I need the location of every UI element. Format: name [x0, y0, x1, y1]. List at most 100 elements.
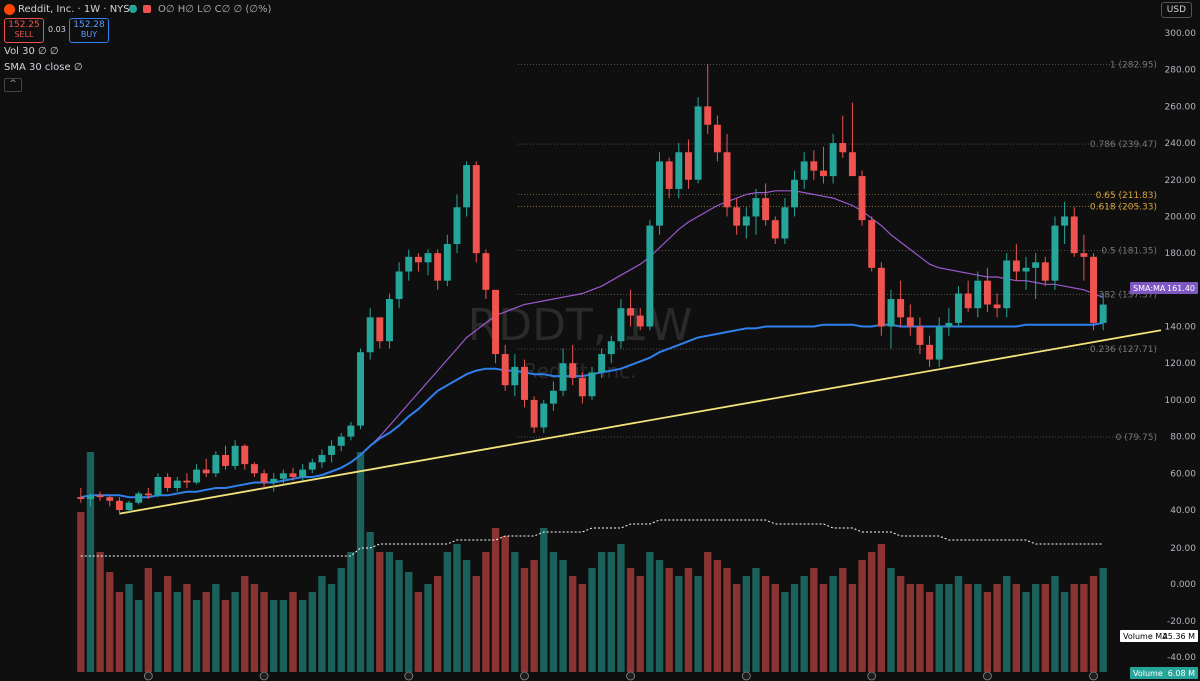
price-tick-label: 80.00	[1170, 433, 1196, 443]
candle-body	[115, 500, 123, 510]
currency-selector[interactable]: USD	[1160, 2, 1192, 18]
fib-label-5: 0.382 (157.37)	[1090, 291, 1157, 301]
volume-bar	[482, 552, 490, 672]
volume-bar	[385, 552, 394, 672]
volume-bar	[212, 584, 220, 672]
volume-bar	[453, 544, 461, 672]
buy-price: 152.28	[73, 20, 105, 30]
volume-bar	[1041, 584, 1049, 672]
volume-bar	[86, 452, 95, 672]
sell-button[interactable]: 152.25 SELL	[4, 18, 44, 43]
axis-label-box-2	[1130, 667, 1198, 679]
volume-bar	[1012, 584, 1021, 672]
candle-body	[549, 390, 557, 404]
candle-body	[868, 220, 876, 268]
volume-bar	[694, 576, 702, 672]
candle-body	[926, 344, 934, 360]
volume-bar	[597, 552, 606, 672]
price-tick-label: 220.00	[1165, 176, 1197, 186]
volume-bar	[270, 600, 278, 672]
volume-bar	[800, 576, 808, 672]
candle-body	[656, 161, 663, 226]
buy-button[interactable]: 152.28 BUY	[69, 18, 109, 43]
fib-label-1: 0.786 (239.47)	[1090, 140, 1157, 150]
volume-bar	[77, 512, 85, 672]
earnings-marker-icon	[404, 671, 414, 681]
collapse-legend-button[interactable]: ^	[4, 78, 22, 92]
volume-bar	[241, 576, 249, 672]
volume-bar	[520, 568, 529, 672]
candle-body	[675, 152, 683, 189]
candle-body	[578, 377, 586, 397]
sell-label: SELL	[14, 30, 34, 39]
candle-body	[627, 308, 635, 316]
candle-body	[347, 425, 355, 437]
volume-bar	[684, 568, 693, 672]
volume-bar	[646, 552, 654, 672]
candle-body	[125, 502, 133, 510]
candle-body	[144, 493, 152, 496]
volume-tick-label: 20.00	[1170, 544, 1196, 554]
volume-bar	[848, 584, 857, 672]
volume-bar	[395, 560, 403, 672]
volume-bar	[462, 560, 471, 672]
candle-body	[993, 304, 1001, 309]
volume-bar	[723, 568, 731, 672]
volume-bar	[781, 592, 789, 672]
candle-body	[829, 143, 837, 177]
earnings-marker-icon	[520, 671, 529, 681]
candle-body	[212, 454, 220, 474]
volume-bar	[578, 584, 587, 672]
volume-bar	[964, 584, 972, 672]
volume-bar	[877, 544, 886, 672]
candle-body	[385, 299, 393, 342]
earnings-marker-icon	[867, 671, 877, 681]
volume-bar	[569, 576, 577, 672]
candle-body	[964, 293, 972, 309]
candle-body	[974, 280, 982, 309]
symbol-title[interactable]: Reddit, Inc. · 1W · NYSE	[18, 4, 136, 15]
axis-label-value-1: 25.36 M	[1163, 632, 1195, 641]
candle-body	[1070, 216, 1078, 254]
candle-body	[260, 473, 268, 483]
volume-bar	[511, 552, 519, 672]
candle-body	[357, 352, 364, 426]
earnings-marker-icon	[259, 671, 269, 681]
candle-body	[617, 308, 625, 342]
candle-body	[405, 256, 413, 272]
candle-body	[820, 170, 827, 177]
price-tick-label: 200.00	[1165, 212, 1197, 222]
volume-bar	[163, 576, 172, 672]
candle-body	[299, 469, 307, 477]
axis-label-value-2: 6.08 M	[1168, 669, 1195, 678]
candle-body	[569, 363, 577, 378]
candle-body	[318, 454, 326, 463]
volume-bar	[945, 584, 953, 672]
watermark-symbol: RDDT, 1W	[468, 300, 693, 351]
volume-bar	[655, 560, 664, 672]
candle-body	[723, 152, 731, 208]
volume-bar	[376, 552, 384, 672]
volume-bar	[125, 584, 133, 672]
candle-body	[540, 403, 548, 428]
volume-bar	[173, 592, 181, 672]
axis-label-box-0	[1130, 282, 1198, 294]
volume-bar	[761, 576, 770, 672]
volume-bar	[636, 576, 644, 672]
candle-body	[916, 326, 924, 345]
volume-bar	[868, 552, 876, 672]
candle-body	[742, 216, 750, 226]
candle-body	[222, 454, 229, 466]
candle-body	[395, 271, 403, 300]
volume-indicator-legend[interactable]: Vol 30 ∅ ∅	[4, 46, 59, 57]
volume-bar	[443, 552, 451, 672]
price-tick-label: 260.00	[1165, 102, 1197, 112]
earnings-marker-icon	[983, 671, 992, 681]
market-status-icon	[129, 5, 137, 13]
volume-bar	[810, 568, 818, 672]
candle-body	[1022, 267, 1030, 272]
sma-indicator-legend[interactable]: SMA 30 close ∅	[4, 62, 83, 73]
earnings-marker-icon	[741, 671, 751, 681]
volume-bar	[250, 584, 259, 672]
